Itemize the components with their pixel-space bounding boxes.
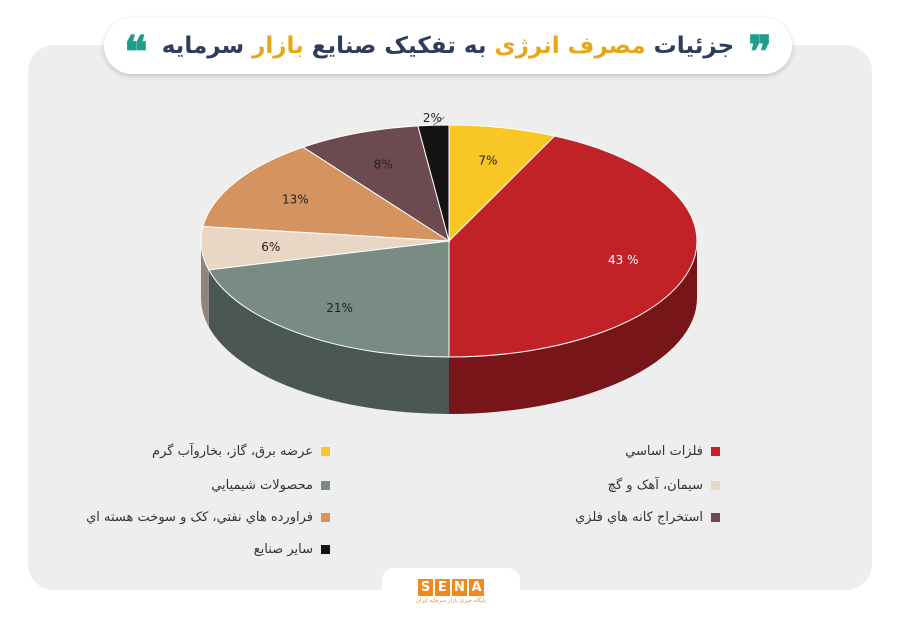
title-part-3: به تفکیک صنایع xyxy=(303,33,495,59)
data-label-6: 2% xyxy=(423,111,442,125)
pie-side-2 xyxy=(208,269,449,414)
pie-labels: 7% 43 % 21% 6% 13% 8% 2% xyxy=(261,111,638,315)
logo-letter-0: S xyxy=(418,578,433,596)
data-label-4: 13% xyxy=(282,192,309,206)
title-part-5: سرمایه xyxy=(161,33,253,59)
pie-top xyxy=(200,124,698,358)
legend-label: استخراج کانه هاي فلزي xyxy=(575,510,703,525)
logo-letter-1: E xyxy=(435,578,450,596)
legend-swatch xyxy=(711,447,720,456)
quote-open-icon: ❞ xyxy=(748,27,772,78)
pie-slice-5 xyxy=(302,125,450,243)
pie-slice-6 xyxy=(417,124,450,242)
title-part-1: جزئیات xyxy=(645,33,735,59)
legend-label: ساير صنايع xyxy=(253,542,313,557)
logo-letter-2: N xyxy=(452,578,467,596)
title-part-4: بازار xyxy=(252,33,304,59)
legend-item-1: فلزات اساسي xyxy=(625,444,720,459)
legend-label: فلزات اساسي xyxy=(625,444,703,459)
pie-slice-2 xyxy=(207,240,450,358)
legend-swatch xyxy=(321,447,330,456)
data-label-5: 8% xyxy=(374,157,393,171)
legend-item-0: عرضه برق، گاز، بخاروآب گرم xyxy=(152,444,330,459)
pie-slice-4 xyxy=(202,146,451,242)
page-title: جزئیات مصرف انرژی به تفکیک صنایع بازار س… xyxy=(162,33,735,59)
legend-item-4: فراورده هاي نفتي، کک و سوخت هسته اي xyxy=(86,510,330,525)
legend-label: محصولات شيميايي xyxy=(211,478,313,493)
title-part-2: مصرف انرژی xyxy=(494,33,646,59)
legend-label: فراورده هاي نفتي، کک و سوخت هسته اي xyxy=(86,510,313,525)
data-label-2: 21% xyxy=(326,301,353,315)
title-banner: ❞ جزئیات مصرف انرژی به تفکیک صنایع بازار… xyxy=(104,18,792,78)
legend-item-6: ساير صنايع xyxy=(254,542,330,557)
pie-sides xyxy=(201,241,697,414)
legend-label: عرضه برق، گاز، بخاروآب گرم xyxy=(152,444,313,459)
legend-swatch xyxy=(321,481,330,490)
pie-slice-0 xyxy=(448,124,556,243)
legend-swatch xyxy=(321,513,330,522)
quote-close-icon: ❝ xyxy=(124,27,148,78)
data-label-leader-6 xyxy=(433,116,445,126)
legend-swatch xyxy=(711,481,720,490)
legend-item-3: سيمان، آهک و گچ xyxy=(608,478,720,493)
pie-side-3 xyxy=(201,241,209,327)
pie-side-1 xyxy=(449,241,697,414)
pie-slice-1 xyxy=(448,135,698,358)
legend-swatch xyxy=(711,513,720,522)
data-label-0: 7% xyxy=(478,153,497,167)
legend-item-2: محصولات شيميايي xyxy=(211,478,330,493)
data-label-3: 6% xyxy=(261,240,280,254)
logo-letter-3: A xyxy=(469,578,484,596)
legend-item-5: استخراج کانه هاي فلزي xyxy=(575,510,720,525)
legend-swatch xyxy=(321,545,330,554)
legend-label: سيمان، آهک و گچ xyxy=(607,478,703,493)
data-label-1: 43 % xyxy=(608,253,639,267)
logo-tagline: پایگاه خبری بازار سرمایه ایران xyxy=(415,597,487,604)
